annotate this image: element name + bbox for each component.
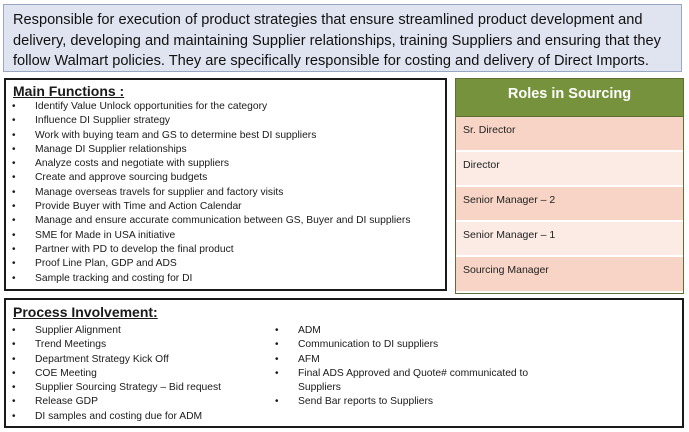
bullet-icon: • (12, 382, 16, 394)
bullet-icon: • (12, 186, 16, 198)
function-item: • Work with buying team and GS to determi… (12, 129, 445, 143)
role-row: Sourcing Manager (456, 257, 683, 291)
main-functions-list: • Identify Value Unlock opportunities for… (6, 100, 445, 286)
function-item-text: Partner with PD to develop the final pro… (35, 243, 234, 255)
process-item-text: COE Meeting (35, 367, 97, 379)
bullet-icon: • (12, 229, 16, 241)
bullet-icon: • (275, 339, 279, 351)
role-summary: Responsible for execution of product str… (3, 4, 682, 72)
bullet-icon: • (12, 396, 16, 408)
function-item: • Provide Buyer with Time and Action Cale… (12, 200, 445, 214)
process-item-text: Send Bar reports to Suppliers (298, 396, 434, 408)
bullet-icon: • (12, 201, 16, 213)
process-item: • Supplier Alignment (12, 324, 269, 338)
process-item-text: Release GDP (35, 396, 98, 408)
process-item-text: Communication to DI suppliers (298, 339, 439, 351)
bullet-icon: • (12, 172, 16, 184)
function-item: • Partner with PD to develop the final pr… (12, 243, 445, 257)
role-row: Senior Manager – 1 (456, 222, 683, 257)
process-list-right: • ADM • Communication to DI suppliers • AFM • F… (269, 324, 569, 424)
function-item-text: SME for Made in USA initiative (35, 229, 176, 241)
roles-in-sourcing-table: Roles in Sourcing Sr. Director Director Se… (455, 78, 684, 294)
process-item: • Release GDP (12, 395, 269, 409)
bullet-icon: • (12, 243, 16, 255)
bullet-icon: • (12, 325, 16, 336)
function-item-text: Manage overseas travels for supplier and… (35, 186, 284, 198)
roles-list: Sr. Director Director Senior Manager – 2 Se… (456, 117, 683, 291)
bullet-icon: • (275, 353, 279, 365)
process-item-text: DI samples and costing due for ADM (35, 410, 203, 422)
function-item-text: Analyze costs and negotiate with supplie… (35, 158, 230, 170)
process-item-text: Supplier Sourcing Strategy – Bid request (35, 382, 222, 394)
process-item: • ADM (275, 324, 569, 338)
function-item: • Create and approve sourcing budgets (12, 171, 445, 185)
function-item: • Sample tracking and costing for DI (12, 272, 445, 286)
summary-text: Responsible for execution of product str… (13, 12, 661, 69)
function-item-text: Manage and ensure accurate communication… (35, 215, 411, 227)
process-item: • Communication to DI suppliers (275, 338, 569, 352)
process-item-text: Supplier Alignment (35, 325, 121, 336)
role-row: Senior Manager – 2 (456, 187, 683, 222)
function-item: • Proof Line Plan, GDP and ADS (12, 257, 445, 271)
function-item-text: Work with buying team and GS to determin… (35, 129, 317, 141)
bullet-icon: • (12, 101, 16, 112)
function-item: • Influence DI Supplier strategy (12, 114, 445, 128)
roles-title: Roles in Sourcing (456, 79, 683, 117)
function-item-text: Proof Line Plan, GDP and ADS (35, 258, 177, 270)
process-item: • Trend Meetings (12, 338, 269, 352)
function-item: • Identify Value Unlock opportunities for… (12, 100, 445, 114)
bullet-icon: • (12, 129, 16, 141)
bullet-icon: • (12, 115, 16, 127)
function-item-text: Identify Value Unlock opportunities for … (35, 101, 268, 112)
function-item-text: Manage DI Supplier relationships (35, 143, 187, 155)
process-item-text: Department Strategy Kick Off (35, 353, 169, 365)
process-item-text: Final ADS Approved and Quote# communicat… (298, 367, 529, 394)
function-item: • Analyze costs and negotiate with suppli… (12, 157, 445, 171)
function-item: • Manage overseas travels for supplier an… (12, 186, 445, 200)
process-list-left: • Supplier Alignment • Trend Meetings • Depar… (6, 324, 269, 424)
process-item: • Supplier Sourcing Strategy – Bid reques… (12, 381, 269, 395)
bullet-icon: • (12, 410, 16, 422)
process-involvement-panel: Process Involvement: • Supplier Alignment… (4, 298, 684, 428)
process-item: • Send Bar reports to Suppliers (275, 395, 569, 409)
role-row: Director (456, 152, 683, 187)
bullet-icon: • (275, 367, 279, 379)
process-item-text: Trend Meetings (35, 339, 107, 351)
function-item-text: Influence DI Supplier strategy (35, 115, 171, 127)
function-item-text: Create and approve sourcing budgets (35, 172, 208, 184)
function-item: • Manage DI Supplier relationships (12, 143, 445, 157)
bullet-icon: • (12, 367, 16, 379)
function-item: • Manage and ensure accurate communicatio… (12, 214, 445, 228)
function-item-text: Sample tracking and costing for DI (35, 272, 193, 284)
bullet-icon: • (12, 215, 16, 227)
main-functions-title: Main Functions : (13, 83, 125, 99)
process-item: • Department Strategy Kick Off (12, 353, 269, 367)
bullet-icon: • (12, 272, 16, 284)
function-item: • SME for Made in USA initiative (12, 229, 445, 243)
role-row: Sr. Director (456, 117, 683, 152)
bullet-icon: • (12, 339, 16, 351)
bullet-icon: • (12, 353, 16, 365)
main-functions-panel: Main Functions : • Identify Value Unlock … (4, 78, 447, 291)
bullet-icon: • (12, 143, 16, 155)
process-item: • DI samples and costing due for ADM (12, 410, 269, 424)
bullet-icon: • (12, 158, 16, 170)
process-item-text: AFM (298, 353, 320, 365)
process-item-text: ADM (298, 325, 321, 336)
bullet-icon: • (275, 325, 279, 336)
process-item: • Final ADS Approved and Quote# communica… (275, 367, 569, 396)
bullet-icon: • (12, 258, 16, 270)
function-item-text: Provide Buyer with Time and Action Calen… (35, 201, 242, 213)
process-item: • COE Meeting (12, 367, 269, 381)
process-item: • AFM (275, 353, 569, 367)
bullet-icon: • (275, 396, 279, 408)
process-title: Process Involvement: (13, 304, 158, 320)
